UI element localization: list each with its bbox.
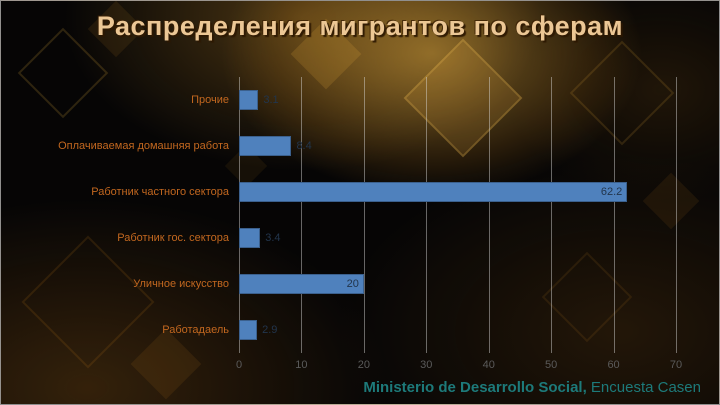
category-labels: Прочие Оплачиваемая домашняя работа Работн… [1, 77, 229, 353]
x-tick-label: 10 [295, 359, 308, 371]
data-label: 62.2 [600, 186, 623, 198]
bar [239, 228, 261, 248]
bar [239, 182, 628, 202]
gridline [426, 77, 428, 353]
gridline [676, 77, 677, 353]
data-label: 20 [346, 278, 359, 290]
x-tick-label: 20 [357, 359, 370, 371]
category-label: Оплачиваемая домашняя работа [58, 140, 229, 152]
bar [239, 90, 259, 110]
chart-title: Распределения мигрантов по сферам [96, 11, 624, 41]
plot-area: 3.1 8.4 62.2 3.4 20 2.9 [239, 77, 677, 353]
category-label: Уличное искусство [133, 278, 229, 290]
x-tick-label: 70 [669, 359, 683, 371]
x-tick-label: 0 [235, 359, 243, 371]
bar [239, 274, 364, 294]
gridline [551, 77, 553, 353]
gridline [301, 77, 303, 353]
source-caption-regular: Encuesta Casen [586, 379, 701, 396]
gridline [363, 77, 365, 353]
gridline [488, 77, 490, 353]
bar [239, 136, 292, 156]
x-tick-label: 30 [420, 359, 433, 371]
data-label: 8.4 [296, 140, 312, 152]
x-tick-label: 60 [607, 359, 620, 371]
x-tick-label: 40 [482, 359, 495, 371]
category-label: Прочие [191, 94, 229, 106]
category-label: Работник частного сектора [91, 186, 229, 198]
source-caption-bold: Ministerio de Desarrollo Social, [363, 379, 587, 396]
x-tick-label: 50 [545, 359, 558, 371]
data-label: 3.1 [263, 94, 279, 106]
category-label: Работник гос. сектора [117, 232, 229, 244]
source-caption: Ministerio de Desarrollo Social, Encuest… [363, 379, 701, 396]
x-axis: 0 10 20 30 40 50 60 70 [235, 359, 682, 373]
data-label: 3.4 [265, 232, 281, 244]
gridline [613, 77, 615, 353]
bar [239, 320, 258, 340]
category-label: Работадаель [162, 324, 229, 336]
data-label: 2.9 [262, 324, 278, 336]
gridline [239, 77, 240, 353]
